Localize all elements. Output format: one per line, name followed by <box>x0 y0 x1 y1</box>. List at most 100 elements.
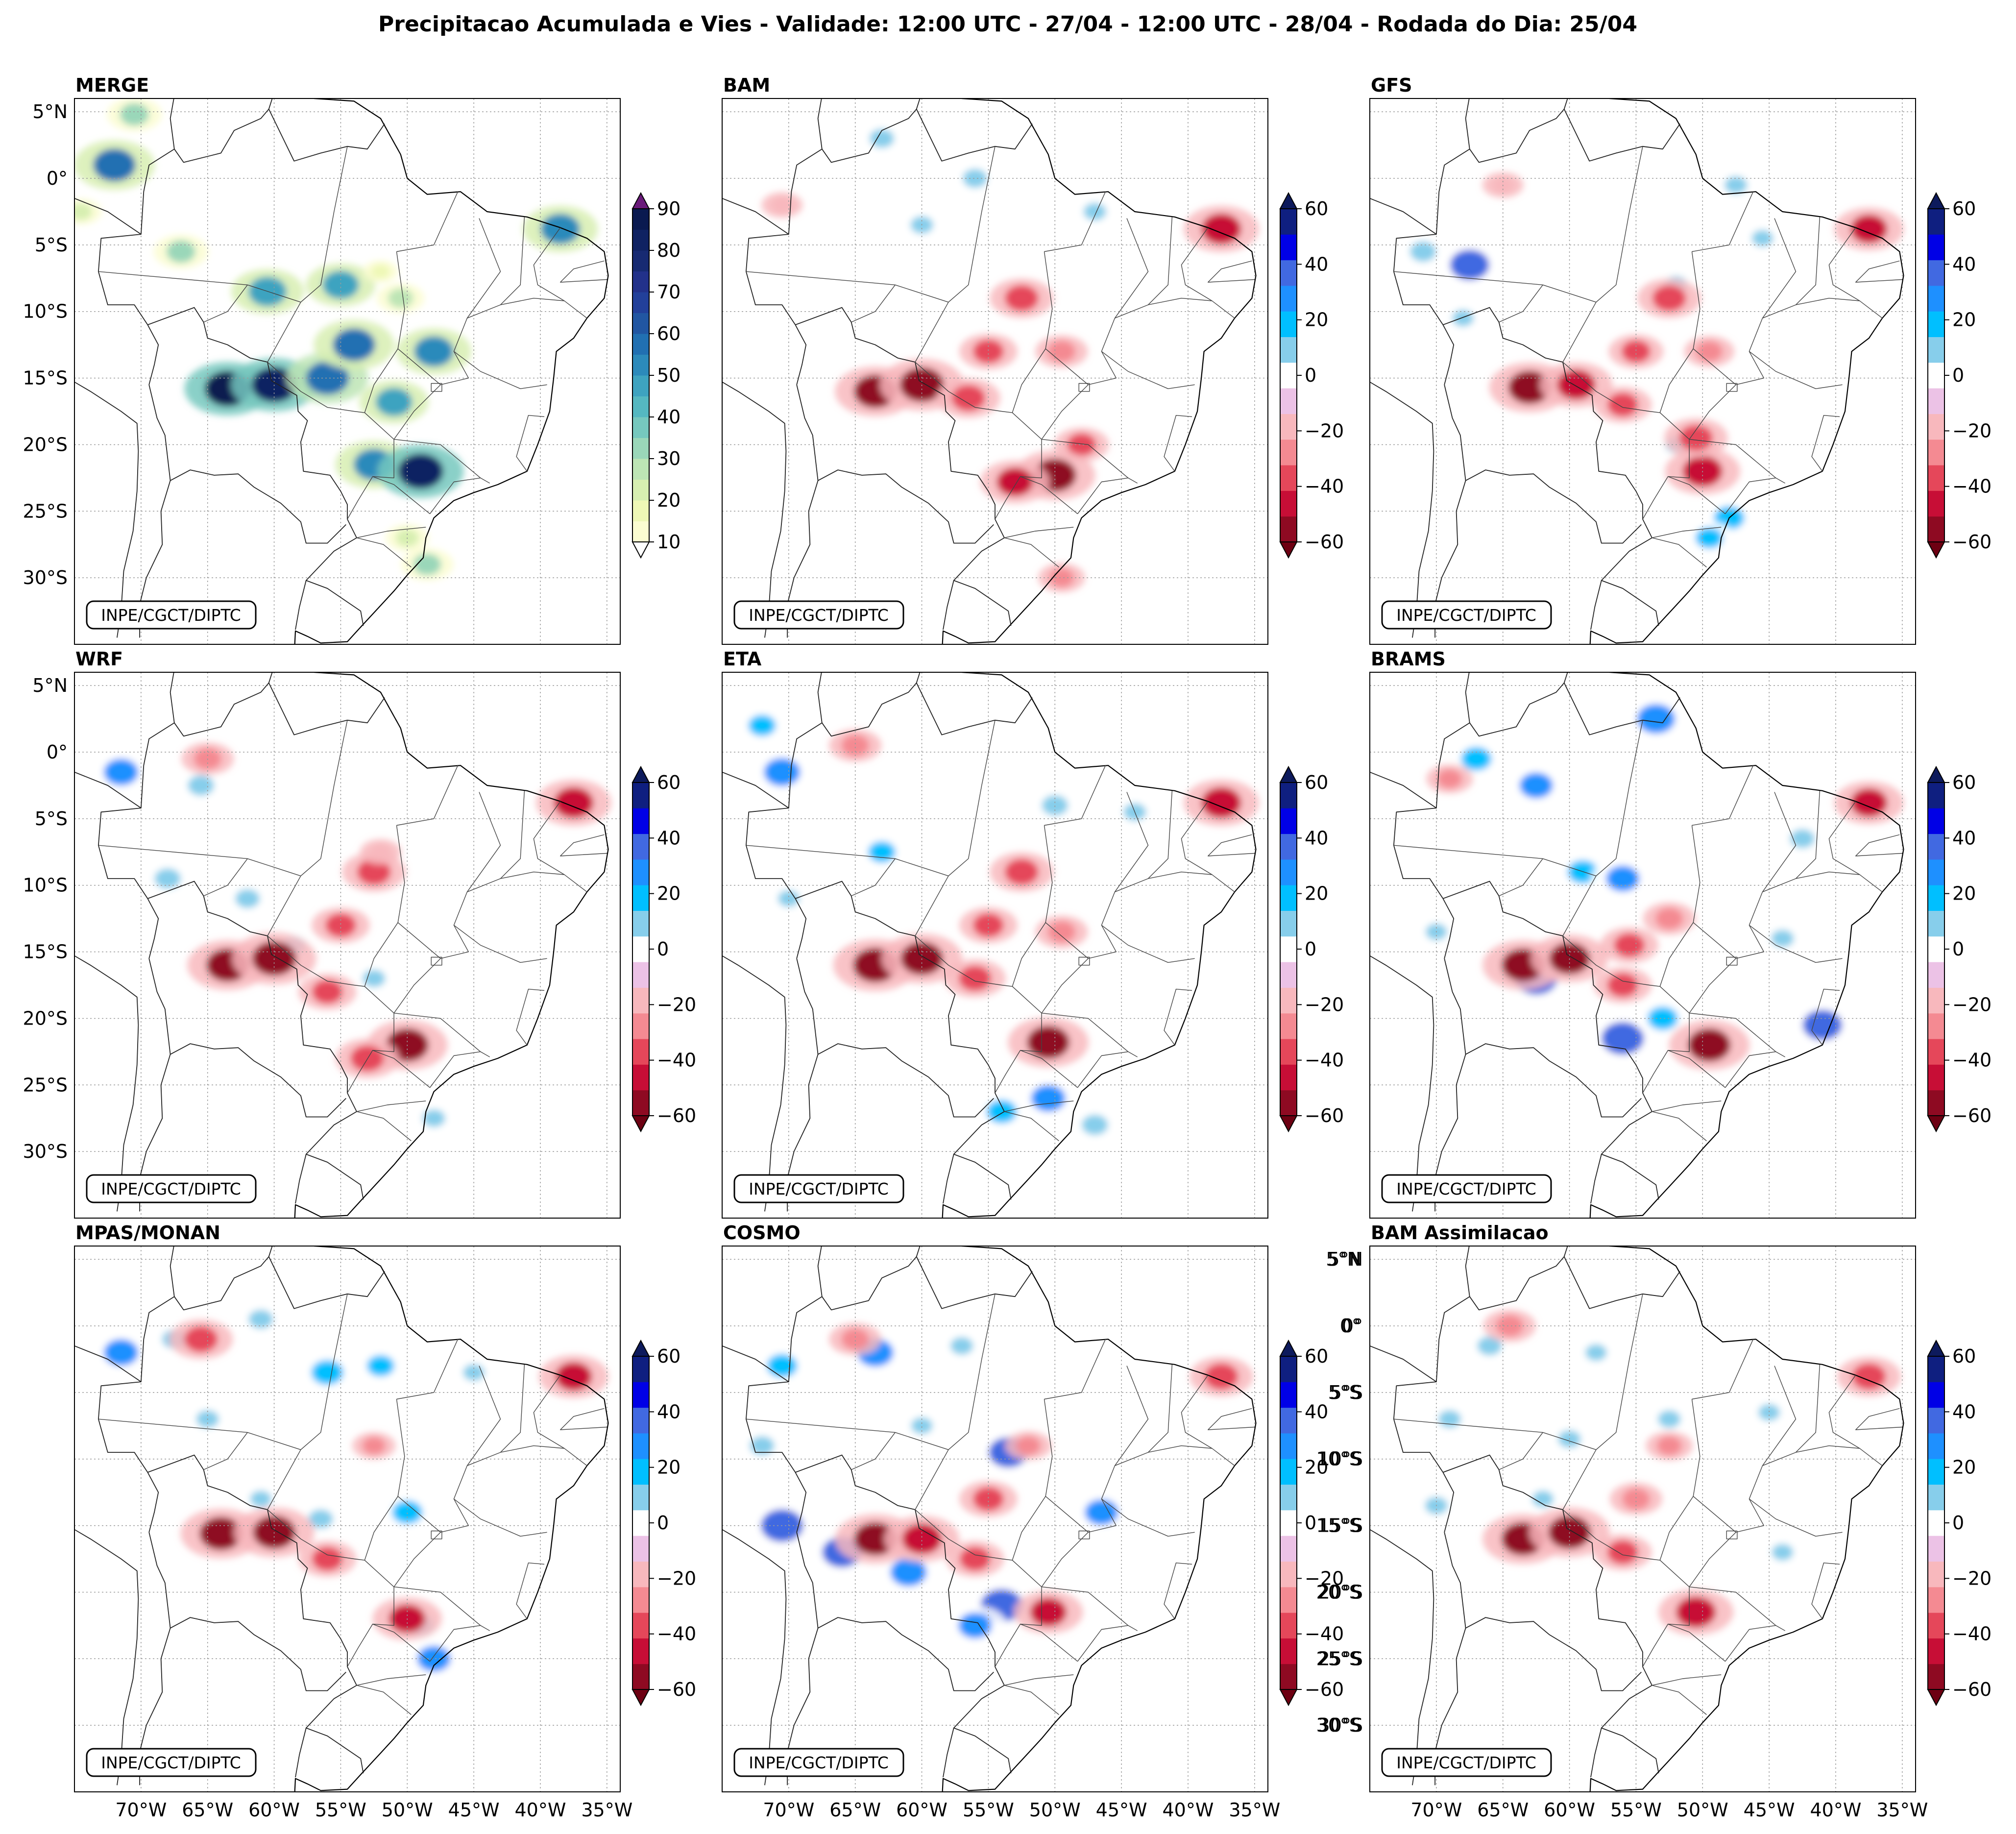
field-cell <box>959 966 992 991</box>
field-cell <box>1658 1410 1681 1428</box>
colorbar-tick-label: −40 <box>1952 1050 1992 1071</box>
field-cell <box>890 1558 927 1587</box>
state-border <box>431 956 442 966</box>
panel-title: BAM <box>723 74 770 96</box>
watermark-box <box>733 1748 904 1777</box>
lon-tick-label: 55°W <box>963 1799 1014 1821</box>
field-cell <box>1679 425 1713 451</box>
colorbar-band <box>632 313 649 334</box>
map-panel: BRAMS INPE/CGCT/DIPTC 60 40 20 0 −20 −40 −60 <box>1369 648 1992 1219</box>
field-cell <box>1813 397 1832 413</box>
field-cell <box>973 340 1004 364</box>
watermark-box <box>86 600 257 630</box>
colorbar-band <box>1280 808 1297 834</box>
state-border <box>915 935 1013 987</box>
map-area <box>722 1246 1268 1792</box>
state-border <box>1652 1685 1707 1715</box>
lat-tick-label: 5°S <box>1328 1382 1361 1403</box>
state-border <box>393 958 490 1057</box>
colorbar-over-arrow <box>1279 192 1298 209</box>
state-border <box>203 1432 248 1470</box>
colorbar-band <box>1928 439 1944 465</box>
field-cell <box>235 889 260 908</box>
colorbar-band <box>1280 1484 1297 1511</box>
colorbar-tick-label: 20 <box>1952 883 1976 905</box>
map-frame <box>74 98 621 645</box>
lat-tick-label: 30°S <box>1316 1714 1361 1736</box>
colorbar-band <box>1928 987 1944 1014</box>
country-border <box>1443 880 1659 1200</box>
watermark: INPE/CGCT/DIPTC <box>749 1179 889 1198</box>
colorbar-band <box>632 808 649 834</box>
colorbar-band <box>632 375 649 396</box>
country-border <box>1465 98 1470 149</box>
field-cell <box>973 913 1004 937</box>
state-border <box>1041 1532 1138 1631</box>
state-border <box>1762 1364 1821 1466</box>
country-border <box>795 880 1012 1200</box>
state-border <box>1004 537 1059 567</box>
colorbar-tick-label: 70 <box>657 281 680 303</box>
state-border <box>1044 765 1106 826</box>
colorbar-band <box>1280 987 1297 1014</box>
colorbar: 60 40 20 0 −20 −40 −60 <box>632 765 696 1133</box>
state-border <box>267 1294 348 1510</box>
colorbar-band <box>1928 1510 1944 1536</box>
state-border <box>1078 383 1090 392</box>
colorbar-tick-label: −40 <box>1952 1623 1992 1645</box>
state-border <box>1562 146 1643 363</box>
field-cell <box>1602 1022 1644 1055</box>
map-frame <box>74 1246 621 1792</box>
state-border <box>1012 825 1053 1052</box>
state-border <box>1762 217 1821 318</box>
watermark: INPE/CGCT/DIPTC <box>101 1753 241 1772</box>
state-border <box>1726 383 1738 392</box>
field-cell <box>911 1417 933 1434</box>
lat-tick-label: 15°S <box>23 941 68 963</box>
colorbar-band <box>632 1536 649 1562</box>
state-border <box>267 1509 365 1561</box>
lat-tick-label: 10°S <box>1318 1448 1363 1470</box>
field-cell <box>1049 568 1074 587</box>
colorbar-under-arrow <box>632 1115 650 1133</box>
country-border <box>1443 1454 1659 1774</box>
colorbar-tick-label: 80 <box>657 240 680 261</box>
state-border <box>559 260 607 283</box>
lat-tick-label: 20°S <box>23 434 68 455</box>
country-border <box>1370 1345 1437 1382</box>
field-cell <box>330 890 351 906</box>
field-cell <box>1647 1006 1678 1030</box>
map-frame <box>1369 98 1916 645</box>
watermark-box <box>1381 1174 1552 1203</box>
field-cell <box>325 913 356 937</box>
state-border <box>1749 1498 1843 1537</box>
country-border <box>1444 1532 1642 1691</box>
colorbar-band <box>1280 1587 1297 1613</box>
colorbar-tick-label: −60 <box>657 1105 696 1126</box>
colorbar-band <box>1280 1459 1297 1485</box>
field-cell <box>870 129 894 148</box>
lat-tick-label: 30°S <box>1318 1714 1363 1736</box>
state-border <box>1796 297 1860 305</box>
state-border <box>1692 765 1754 826</box>
state-border <box>1012 1399 1053 1626</box>
field-cell <box>996 467 1033 496</box>
colorbar-band <box>632 500 649 521</box>
colorbar-tick-label: 60 <box>1952 198 1976 220</box>
country-border <box>148 958 346 1118</box>
colorbar-band <box>632 1459 649 1485</box>
colorbar-band <box>632 885 649 911</box>
state-border <box>1148 1445 1212 1453</box>
field-cell <box>413 554 441 575</box>
colorbar: 60 40 20 0 −20 −40 −60 <box>1279 765 1344 1133</box>
watermark-box <box>733 600 904 630</box>
state-border <box>393 1532 490 1631</box>
colorbar-band <box>1928 209 1944 235</box>
colorbar-band <box>1280 362 1297 389</box>
lat-tick-label: 15°S <box>1318 1515 1363 1537</box>
colorbar-band <box>1928 337 1944 363</box>
colorbar-band <box>1280 1382 1297 1408</box>
figure-title: Precipitacao Acumulada e Vies - Validade… <box>378 12 1637 37</box>
field-cell <box>1696 341 1723 362</box>
field-cell <box>371 264 390 279</box>
